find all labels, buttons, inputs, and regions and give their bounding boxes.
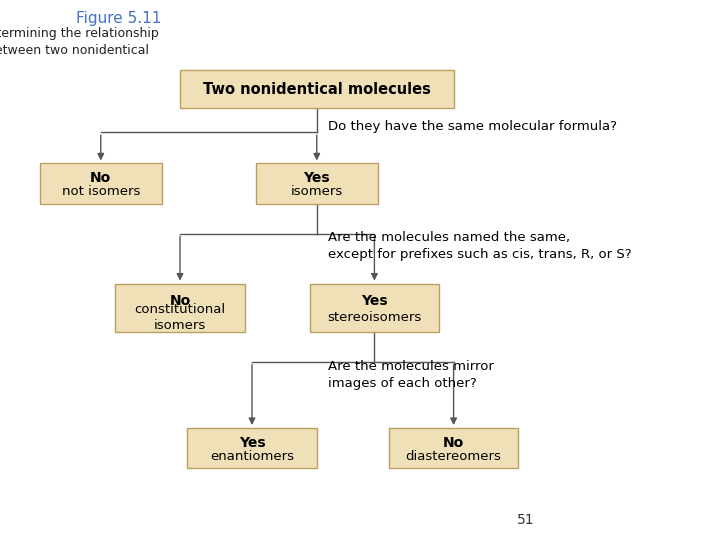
Text: Two nonidentical molecules: Two nonidentical molecules xyxy=(203,82,431,97)
FancyBboxPatch shape xyxy=(310,284,439,332)
FancyBboxPatch shape xyxy=(40,163,162,204)
Text: Determining the relationship
between two nonidentical: Determining the relationship between two… xyxy=(0,27,158,57)
Text: not isomers: not isomers xyxy=(62,185,140,198)
Text: Figure 5.11: Figure 5.11 xyxy=(76,11,161,26)
Text: Are the molecules mirror
images of each other?: Are the molecules mirror images of each … xyxy=(328,360,493,390)
Text: enantiomers: enantiomers xyxy=(210,450,294,463)
Text: No: No xyxy=(90,171,112,185)
Text: Yes: Yes xyxy=(239,436,265,449)
Text: Do they have the same molecular formula?: Do they have the same molecular formula? xyxy=(328,120,616,133)
FancyBboxPatch shape xyxy=(180,70,454,108)
Text: Yes: Yes xyxy=(304,171,330,185)
Text: diastereomers: diastereomers xyxy=(405,450,502,463)
Text: stereoisomers: stereoisomers xyxy=(328,311,421,324)
FancyBboxPatch shape xyxy=(115,284,245,332)
FancyBboxPatch shape xyxy=(187,428,317,468)
Text: No: No xyxy=(169,294,191,308)
Text: Yes: Yes xyxy=(361,294,387,308)
Text: Are the molecules named the same,
except for prefixes such as cis, trans, R, or : Are the molecules named the same, except… xyxy=(328,231,631,261)
Text: constitutional
isomers: constitutional isomers xyxy=(135,303,225,332)
Text: No: No xyxy=(443,436,464,449)
FancyBboxPatch shape xyxy=(389,428,518,468)
Text: 51: 51 xyxy=(517,512,534,526)
Text: isomers: isomers xyxy=(291,185,343,198)
FancyBboxPatch shape xyxy=(256,163,378,204)
